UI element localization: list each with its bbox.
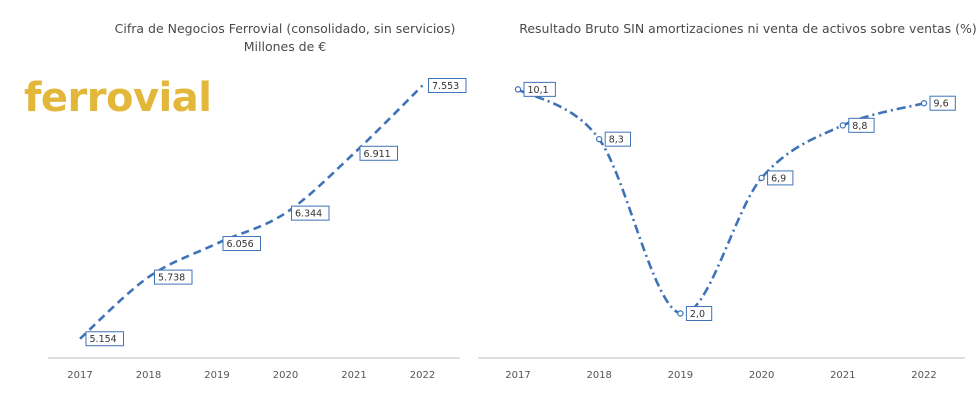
revenue-x-tick-label: 2022 <box>410 370 435 381</box>
revenue-x-tick-label: 2019 <box>204 370 229 381</box>
ebitda-margin-data-label: 8,3 <box>609 135 624 146</box>
ebitda-margin-data-label-box <box>848 117 875 133</box>
ebitda-margin-data-label-box <box>929 95 956 111</box>
ebitda-margin-x-tick-label: 2019 <box>668 370 693 381</box>
revenue-data-label: 5.738 <box>158 273 185 284</box>
ebitda-margin-data-label: 10,1 <box>528 85 549 96</box>
revenue-data-label-box <box>85 331 124 347</box>
ebitda-margin-x-tick-label: 2017 <box>505 370 530 381</box>
ebitda-margin-data-label-box <box>604 131 632 147</box>
ebitda-margin-data-label-box <box>767 170 794 186</box>
revenue-data-label-box <box>154 269 193 285</box>
ebitda-margin-data-point <box>839 122 847 129</box>
revenue-chart-subtitle: Millones de € <box>244 39 327 54</box>
revenue-chart-title: Cifra de Negocios Ferrovial (consolidado… <box>115 21 456 36</box>
ebitda-margin-chart: Resultado Bruto SIN amortizaciones ni ve… <box>478 21 977 381</box>
revenue-data-label: 6.056 <box>227 239 254 250</box>
ebitda-margin-data-point <box>514 86 522 93</box>
ebitda-margin-data-point <box>920 100 928 107</box>
ebitda-margin-data-point <box>596 135 603 143</box>
ebitda-margin-x-tick-label: 2018 <box>586 370 611 381</box>
ebitda-margin-data-label: 2,0 <box>690 309 705 320</box>
ebitda-margin-data-label-box <box>523 81 556 97</box>
revenue-x-tick-label: 2021 <box>341 370 366 381</box>
ebitda-margin-data-point <box>758 174 765 182</box>
ebitda-margin-data-label: 9,6 <box>934 99 949 110</box>
ebitda-margin-x-tick-label: 2020 <box>749 370 774 381</box>
ferrovial-logo: ferrovial <box>24 75 211 121</box>
revenue-data-label: 5.154 <box>90 334 117 345</box>
revenue-data-label: 6.344 <box>295 209 322 220</box>
ebitda-margin-data-label: 6,9 <box>771 173 786 184</box>
ebitda-margin-chart-marks: 2017 2018 2019 2020 2021 2022 10,1 8,3 2,0 6,9 8,8… <box>505 81 956 381</box>
revenue-series-line <box>79 84 424 340</box>
ebitda-margin-x-tick-label: 2021 <box>830 370 855 381</box>
revenue-x-tick-label: 2020 <box>273 370 298 381</box>
ebitda-margin-chart-title: Resultado Bruto SIN amortizaciones ni ve… <box>519 21 977 36</box>
revenue-x-tick-label: 2018 <box>136 370 161 381</box>
revenue-data-label-box <box>359 145 398 161</box>
ebitda-margin-data-label: 8,8 <box>852 121 867 132</box>
revenue-data-label: 6.911 <box>364 149 391 160</box>
revenue-data-label: 7.553 <box>432 81 459 92</box>
revenue-x-tick-label: 2017 <box>67 370 92 381</box>
ebitda-margin-data-label-box <box>685 305 713 321</box>
revenue-data-label-box <box>428 78 467 94</box>
ebitda-margin-x-tick-label: 2022 <box>911 370 936 381</box>
revenue-data-label-box <box>291 205 330 221</box>
revenue-chart-marks: 2017 2018 2019 2020 2021 2022 5.154 5.738 6.056 6… <box>67 78 467 381</box>
revenue-data-label-box <box>222 236 261 252</box>
ebitda-margin-data-point <box>677 310 684 317</box>
revenue-chart: Cifra de Negocios Ferrovial (consolidado… <box>48 21 467 381</box>
